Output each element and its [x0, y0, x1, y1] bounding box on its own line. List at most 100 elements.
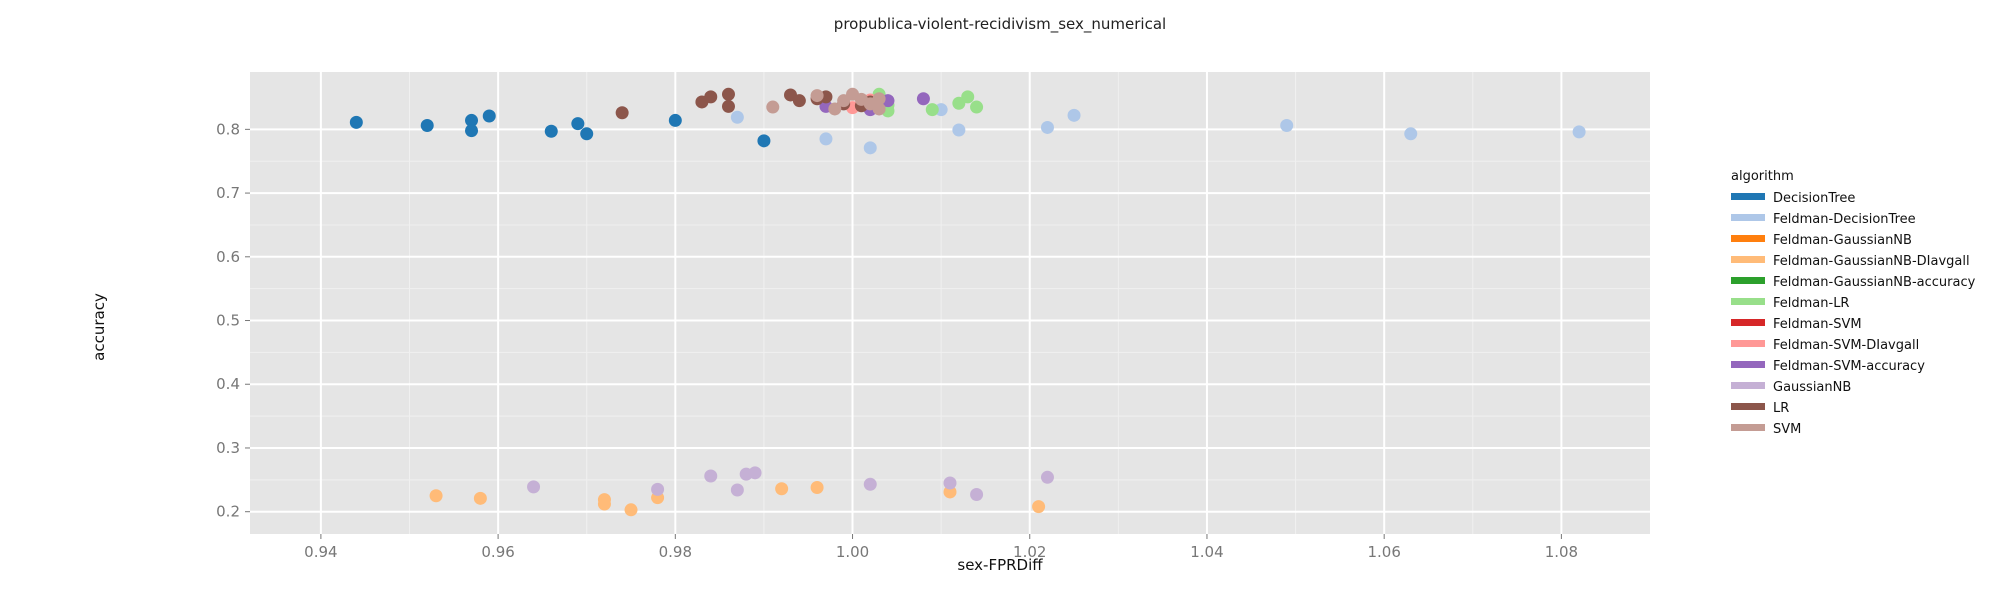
legend-swatch-feldman-lr	[1731, 298, 1765, 305]
legend: algorithm DecisionTree Feldman-DecisionTr…	[1731, 169, 1976, 437]
legend-label-feldman-gaussiannb-accuracy: Feldman-GaussianNB-accuracy	[1773, 275, 1976, 290]
point-decisiontree	[465, 113, 479, 127]
point-gaussiannb	[943, 476, 957, 490]
legend-swatch-decisiontree	[1731, 193, 1765, 200]
point-feldman-gaussiannb-diavgall	[429, 489, 443, 503]
point-lr	[721, 99, 735, 113]
legend-swatch-feldman-svm-diavgall	[1731, 340, 1765, 347]
point-feldman-decisiontree	[952, 123, 966, 137]
point-gaussiannb	[730, 483, 744, 497]
y-tick-label: 0.8	[216, 120, 240, 138]
point-feldman-gaussiannb-diavgall	[473, 491, 487, 505]
point-svm	[872, 102, 886, 116]
legend-label-lr: LR	[1773, 401, 1789, 416]
legend-label-decisiontree: DecisionTree	[1773, 191, 1855, 206]
y-tick-label: 0.7	[216, 184, 240, 202]
point-feldman-decisiontree	[1404, 127, 1418, 141]
legend-title: algorithm	[1731, 169, 1794, 184]
point-decisiontree	[668, 113, 682, 127]
point-feldman-svm-accuracy	[916, 92, 930, 106]
legend-swatch-feldman-gaussiannb-diavgall	[1731, 256, 1765, 263]
point-gaussiannb	[970, 487, 984, 501]
legend-label-feldman-svm-diavgall: Feldman-SVM-DIavgall	[1773, 338, 1919, 353]
point-feldman-gaussiannb-diavgall	[597, 497, 611, 511]
x-tick-label: 1.06	[1367, 543, 1400, 561]
y-axis-label: accuracy	[90, 293, 108, 361]
x-tick-label: 0.94	[304, 543, 337, 561]
point-feldman-decisiontree	[1067, 108, 1081, 122]
point-lr	[615, 106, 629, 120]
x-axis-label: sex-FPRDiff	[957, 556, 1043, 574]
x-tick-label: 1.04	[1190, 543, 1223, 561]
point-feldman-gaussiannb-diavgall	[1032, 500, 1046, 514]
point-feldman-decisiontree	[863, 141, 877, 155]
legend-swatch-lr	[1731, 403, 1765, 410]
x-tick-label: 1.02	[1013, 543, 1046, 561]
x-tick-label: 1.08	[1545, 543, 1578, 561]
point-lr	[792, 94, 806, 108]
point-svm	[828, 102, 842, 116]
point-svm	[872, 92, 886, 106]
point-gaussiannb	[863, 477, 877, 491]
y-tick-label: 0.4	[216, 375, 240, 393]
point-gaussiannb	[1040, 470, 1054, 484]
point-gaussiannb	[651, 482, 665, 496]
minor-gridlines	[250, 72, 1650, 534]
legend-swatch-svm	[1731, 424, 1765, 431]
legend-label-gaussiannb: GaussianNB	[1773, 380, 1851, 395]
point-decisiontree	[757, 134, 771, 148]
y-tick-label: 0.5	[216, 312, 240, 330]
legend-label-svm: SVM	[1773, 422, 1801, 437]
point-feldman-gaussiannb-diavgall	[810, 480, 824, 494]
legend-swatch-feldman-gaussiannb-accuracy	[1731, 277, 1765, 284]
legend-swatch-feldman-gaussiannb	[1731, 235, 1765, 242]
chart-title: propublica-violent-recidivism_sex_numeri…	[834, 15, 1166, 34]
y-tick-label: 0.2	[216, 503, 240, 521]
legend-label-feldman-gaussiannb-diavgall: Feldman-GaussianNB-DIavgall	[1773, 254, 1970, 269]
point-decisiontree	[420, 119, 434, 133]
major-gridlines	[250, 72, 1650, 534]
point-lr	[721, 87, 735, 101]
point-decisiontree	[580, 127, 594, 141]
point-feldman-decisiontree	[730, 110, 744, 124]
point-feldman-gaussiannb-diavgall	[775, 482, 789, 496]
legend-label-feldman-svm-accuracy: Feldman-SVM-accuracy	[1773, 359, 1925, 374]
x-tick-label: 0.98	[659, 543, 692, 561]
point-decisiontree	[349, 115, 363, 129]
point-feldman-decisiontree	[1572, 125, 1586, 139]
point-svm	[766, 100, 780, 114]
legend-label-feldman-gaussiannb: Feldman-GaussianNB	[1773, 233, 1912, 248]
point-decisiontree	[482, 109, 496, 123]
legend-swatch-feldman-svm	[1731, 319, 1765, 326]
point-decisiontree	[465, 124, 479, 138]
x-tick-label: 1.00	[836, 543, 869, 561]
point-feldman-decisiontree	[819, 132, 833, 146]
point-feldman-lr	[925, 103, 939, 117]
point-decisiontree	[544, 124, 558, 138]
legend-label-feldman-decisiontree: Feldman-DecisionTree	[1773, 212, 1916, 227]
legend-swatch-feldman-svm-accuracy	[1731, 361, 1765, 368]
y-tick-label: 0.3	[216, 439, 240, 457]
point-feldman-lr	[970, 100, 984, 114]
data-points	[349, 87, 1586, 517]
point-lr	[704, 90, 718, 104]
plot-area	[250, 72, 1650, 534]
point-gaussiannb	[748, 466, 762, 480]
point-feldman-decisiontree	[1280, 119, 1294, 133]
legend-swatch-gaussiannb	[1731, 382, 1765, 389]
point-feldman-lr	[961, 90, 975, 104]
point-feldman-gaussiannb-diavgall	[943, 485, 957, 499]
y-tick-label: 0.6	[216, 248, 240, 266]
legend-label-feldman-lr: Feldman-LR	[1773, 296, 1849, 311]
point-feldman-decisiontree	[1040, 120, 1054, 134]
x-tick-label: 0.96	[481, 543, 514, 561]
point-gaussiannb	[704, 469, 718, 483]
axis-ticks: 0.94 0.96 0.98 1.00 1.02 1.04 1.06 1.08 0.2 0.3 0.…	[216, 120, 1578, 561]
legend-label-feldman-svm: Feldman-SVM	[1773, 317, 1862, 332]
point-decisiontree	[571, 117, 585, 131]
point-gaussiannb	[527, 480, 541, 494]
legend-swatch-feldman-decisiontree	[1731, 214, 1765, 221]
point-feldman-gaussiannb-diavgall	[624, 503, 638, 517]
point-svm	[810, 89, 824, 103]
